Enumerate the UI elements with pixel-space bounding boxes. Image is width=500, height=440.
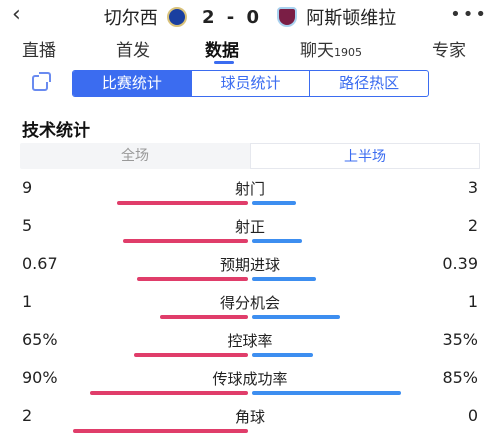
stat-label: 射门 [234, 180, 265, 198]
stat-away-value: 2 [467, 216, 478, 235]
copy-icon[interactable] [32, 72, 51, 91]
stat-label: 得分机会 [219, 294, 280, 312]
match-score: 2 - 0 [201, 6, 263, 28]
stat-row: 0.67 预期进球 0.39 [0, 252, 500, 290]
home-team-crest-icon [166, 7, 187, 27]
stat-away-value: 1 [467, 292, 478, 311]
stat-away-bar [252, 239, 302, 243]
tab-expert[interactable]: 专家 [432, 41, 466, 61]
period-toggle: 全场 上半场 [20, 143, 480, 169]
tab-chat-count: 1905 [334, 46, 362, 59]
stat-label: 射正 [234, 218, 265, 236]
home-team-name: 切尔西 [103, 8, 158, 29]
stat-home-value: 2 [22, 406, 33, 425]
stat-home-bar [117, 201, 248, 205]
away-team-name: 阿斯顿维拉 [306, 8, 397, 29]
stat-away-value: 85% [442, 368, 478, 387]
stat-label: 控球率 [227, 332, 273, 350]
stat-row: 2 角球 0 [0, 404, 500, 440]
stat-home-bar [73, 429, 248, 433]
match-summary: 切尔西 2 - 0 阿斯顿维拉 [0, 4, 500, 30]
subtab-heatmap[interactable]: 路径热区 [309, 71, 428, 96]
back-icon[interactable]: ‹ [12, 2, 21, 27]
stat-away-value: 0.39 [442, 254, 478, 273]
away-team-crest-icon [277, 7, 298, 27]
stat-away-bar [252, 277, 316, 281]
stat-home-bar [123, 239, 248, 243]
active-tab-indicator [214, 61, 234, 64]
segmented-control: 比赛统计 球员统计 路径热区 [72, 70, 429, 97]
stat-label: 角球 [234, 408, 265, 426]
stat-away-bar [252, 315, 340, 319]
stat-home-bar [90, 391, 248, 395]
match-header: ‹ 切尔西 2 - 0 阿斯顿维拉 ••• [0, 0, 500, 34]
subtab-player-stats[interactable]: 球员统计 [190, 71, 310, 96]
stat-home-bar [160, 315, 248, 319]
stat-row: 9 射门 3 [0, 176, 500, 214]
stat-home-value: 90% [22, 368, 58, 387]
tab-live[interactable]: 直播 [22, 41, 56, 61]
section-title: 技术统计 [22, 121, 90, 141]
stat-label: 预期进球 [219, 256, 280, 274]
stat-home-value: 65% [22, 330, 58, 349]
tab-lineup[interactable]: 首发 [116, 41, 150, 61]
tab-data[interactable]: 数据 [205, 41, 239, 61]
stat-row: 1 得分机会 1 [0, 290, 500, 328]
stat-row: 65% 控球率 35% [0, 328, 500, 366]
main-tabs: 直播 首发 数据 聊天1905 专家 [0, 34, 500, 64]
tab-chat-label: 聊天 [300, 41, 334, 61]
subtab-match-stats[interactable]: 比赛统计 [73, 71, 191, 96]
stat-away-bar [252, 353, 313, 357]
period-first-half[interactable]: 上半场 [250, 143, 480, 169]
period-full-match[interactable]: 全场 [121, 148, 149, 164]
stat-home-bar [134, 353, 248, 357]
stat-away-value: 0 [467, 406, 478, 425]
stat-row: 5 射正 2 [0, 214, 500, 252]
stat-away-value: 35% [442, 330, 478, 349]
stat-away-bar [252, 391, 401, 395]
stat-home-value: 9 [22, 178, 33, 197]
tab-chat[interactable]: 聊天1905 [300, 36, 362, 61]
stat-home-value: 1 [22, 292, 33, 311]
stat-home-value: 5 [22, 216, 33, 235]
stat-label: 传球成功率 [212, 370, 288, 388]
stat-away-bar [252, 201, 296, 205]
stat-row: 90% 传球成功率 85% [0, 366, 500, 404]
stat-home-bar [137, 277, 248, 281]
stat-home-value: 0.67 [22, 254, 58, 273]
stat-away-value: 3 [467, 178, 478, 197]
stats-subtabs: 比赛统计 球员统计 路径热区 [30, 70, 470, 98]
more-dots-icon[interactable]: ••• [450, 4, 488, 25]
